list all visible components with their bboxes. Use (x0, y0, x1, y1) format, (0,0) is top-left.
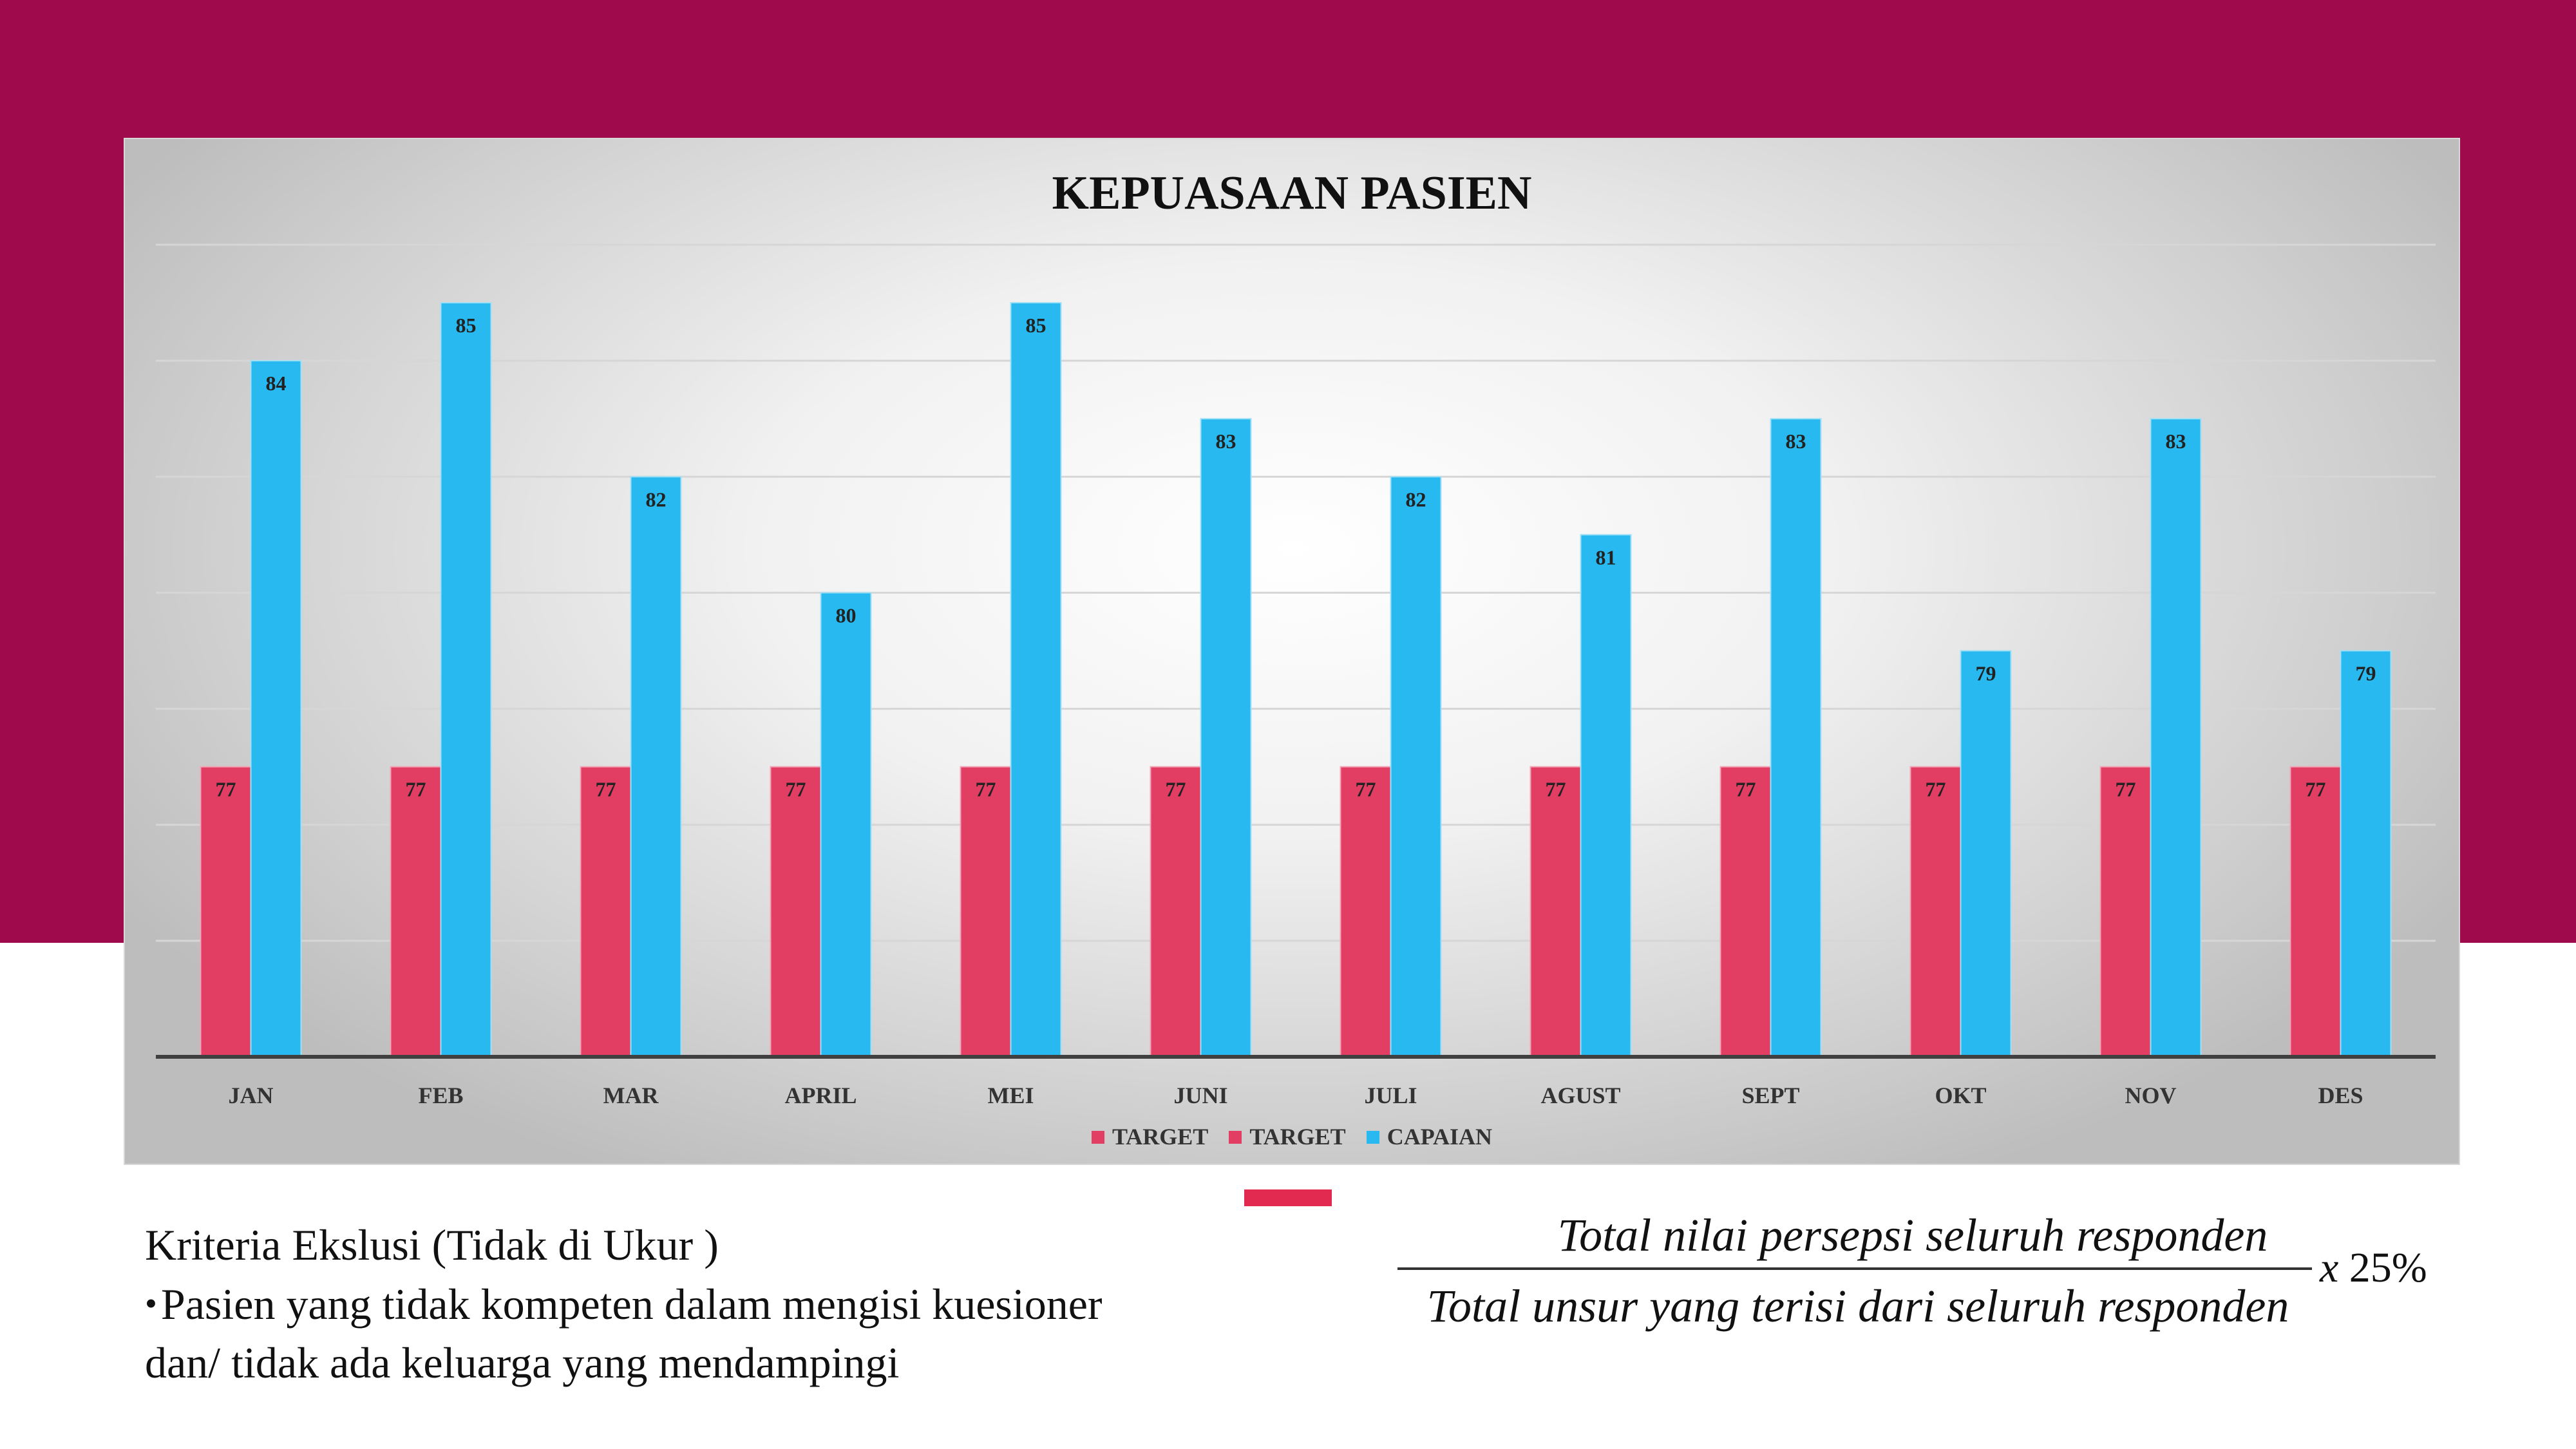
capaian-bar (630, 476, 682, 1057)
capaian-data-label: 85 (1026, 314, 1046, 337)
target-data-label: 77 (216, 778, 236, 801)
x-tick-label: NOV (2125, 1083, 2177, 1108)
capaian-bar (1770, 418, 1822, 1057)
target-bar (770, 766, 822, 1058)
capaian-bar (1960, 650, 2012, 1057)
exclusion-criteria: Kriteria Ekslusi (Tidak di Ukur ) •Pasie… (145, 1216, 1368, 1392)
target-data-label: 77 (1926, 778, 1946, 801)
capaian-data-label: 80 (836, 603, 857, 627)
legend-entry: CAPAIAN (1366, 1123, 1493, 1150)
target-bar (2289, 766, 2342, 1058)
capaian-bar (1200, 418, 1252, 1057)
capaian-data-label: 83 (2166, 430, 2186, 453)
target-bar (580, 766, 632, 1058)
fraction-line (1397, 1267, 2312, 1270)
capaian-bar (2150, 418, 2202, 1057)
capaian-bar (1010, 302, 1062, 1058)
capaian-data-label: 79 (2356, 662, 2376, 685)
target-data-label: 77 (1356, 778, 1376, 801)
multiplier-prefix: x (2320, 1244, 2349, 1291)
target-bar (1340, 766, 1392, 1058)
legend-entry: TARGET (1229, 1123, 1346, 1150)
target-bar (1909, 766, 1962, 1058)
target-data-label: 77 (1546, 778, 1566, 801)
target-data-label: 77 (2116, 778, 2136, 801)
target-bar (1150, 766, 1202, 1058)
target-data-label: 77 (2306, 778, 2326, 801)
capaian-data-label: 85 (456, 314, 477, 337)
formula-denominator: Total unsur yang terisi dari seluruh res… (1426, 1280, 2289, 1332)
x-tick-label: JUNI (1173, 1083, 1227, 1108)
x-tick-label: APRIL (784, 1083, 857, 1108)
capaian-data-label: 79 (1976, 662, 1996, 685)
bullet-icon: • (145, 1284, 157, 1323)
legend-label: CAPAIAN (1387, 1124, 1493, 1150)
target-bar (1530, 766, 1582, 1058)
criteria-item-line2: dan/ tidak ada keluarga yang mendampingi (145, 1338, 900, 1387)
legend-label: TARGET (1249, 1124, 1346, 1150)
formula-numerator: Total nilai persepsi seluruh responden (1557, 1209, 2268, 1261)
x-tick-label: AGUST (1540, 1083, 1620, 1108)
chart-title: KEPUASAAN PASIEN (1052, 167, 1532, 220)
target-data-label: 77 (1166, 778, 1186, 801)
capaian-data-label: 81 (1596, 545, 1616, 569)
bar-chart: 77 84 JAN 77 85 FEB 77 82 MAR 77 80 APRIL 77 85 MEI 77 8… (156, 243, 2436, 1108)
x-tick-label: SEPT (1741, 1083, 1799, 1108)
x-tick-label: MEI (988, 1083, 1034, 1108)
capaian-data-label: 83 (1786, 430, 1806, 453)
target-data-label: 77 (596, 778, 616, 801)
target-bar (200, 766, 252, 1058)
capaian-bar (820, 592, 872, 1057)
legend-label: TARGET (1112, 1124, 1209, 1150)
legend-swatch (1091, 1130, 1104, 1144)
criteria-item: •Pasien yang tidak kompeten dalam mengis… (145, 1274, 1368, 1334)
target-bar (2099, 766, 2152, 1058)
criteria-item-line1: Pasien yang tidak kompeten dalam mengisi… (160, 1280, 1103, 1329)
capaian-data-label: 84 (266, 372, 287, 395)
target-data-label: 77 (976, 778, 996, 801)
legend-entry: TARGET (1091, 1123, 1209, 1150)
target-data-label: 77 (786, 778, 806, 801)
capaian-bar (2340, 650, 2392, 1057)
capaian-data-label: 82 (1406, 488, 1426, 511)
x-tick-label: JAN (229, 1083, 274, 1108)
accent-bar (1244, 1189, 1332, 1206)
x-tick-label: OKT (1935, 1083, 1986, 1108)
legend-swatch (1366, 1130, 1379, 1144)
capaian-data-label: 82 (646, 488, 667, 511)
target-bar (1719, 766, 1772, 1058)
formula-multiplier: x 25% (2320, 1239, 2427, 1297)
target-data-label: 77 (406, 778, 426, 801)
chart-panel: KEPUASAAN PASIEN 77 84 JAN 77 85 FEB 77 82 MAR 77… (124, 138, 2460, 1165)
capaian-bar (1580, 534, 1632, 1057)
x-tick-label: DES (2318, 1083, 2363, 1108)
target-bar (390, 766, 442, 1058)
target-bar (960, 766, 1012, 1058)
x-tick-label: FEB (418, 1083, 463, 1108)
satisfaction-formula: Total nilai persepsi seluruh responden T… (1397, 1204, 2531, 1333)
chart-legend: TARGET TARGET CAPAIAN (125, 1123, 2459, 1150)
capaian-bar (250, 360, 302, 1058)
multiplier-value: 25% (2349, 1244, 2427, 1291)
target-data-label: 77 (1736, 778, 1756, 801)
capaian-bar (440, 302, 492, 1058)
capaian-bar (1390, 476, 1442, 1057)
x-tick-label: JULI (1364, 1083, 1417, 1108)
capaian-data-label: 83 (1216, 430, 1236, 453)
legend-swatch (1229, 1130, 1242, 1144)
criteria-heading: Kriteria Ekslusi (Tidak di Ukur ) (145, 1220, 719, 1269)
x-tick-label: MAR (603, 1083, 659, 1108)
